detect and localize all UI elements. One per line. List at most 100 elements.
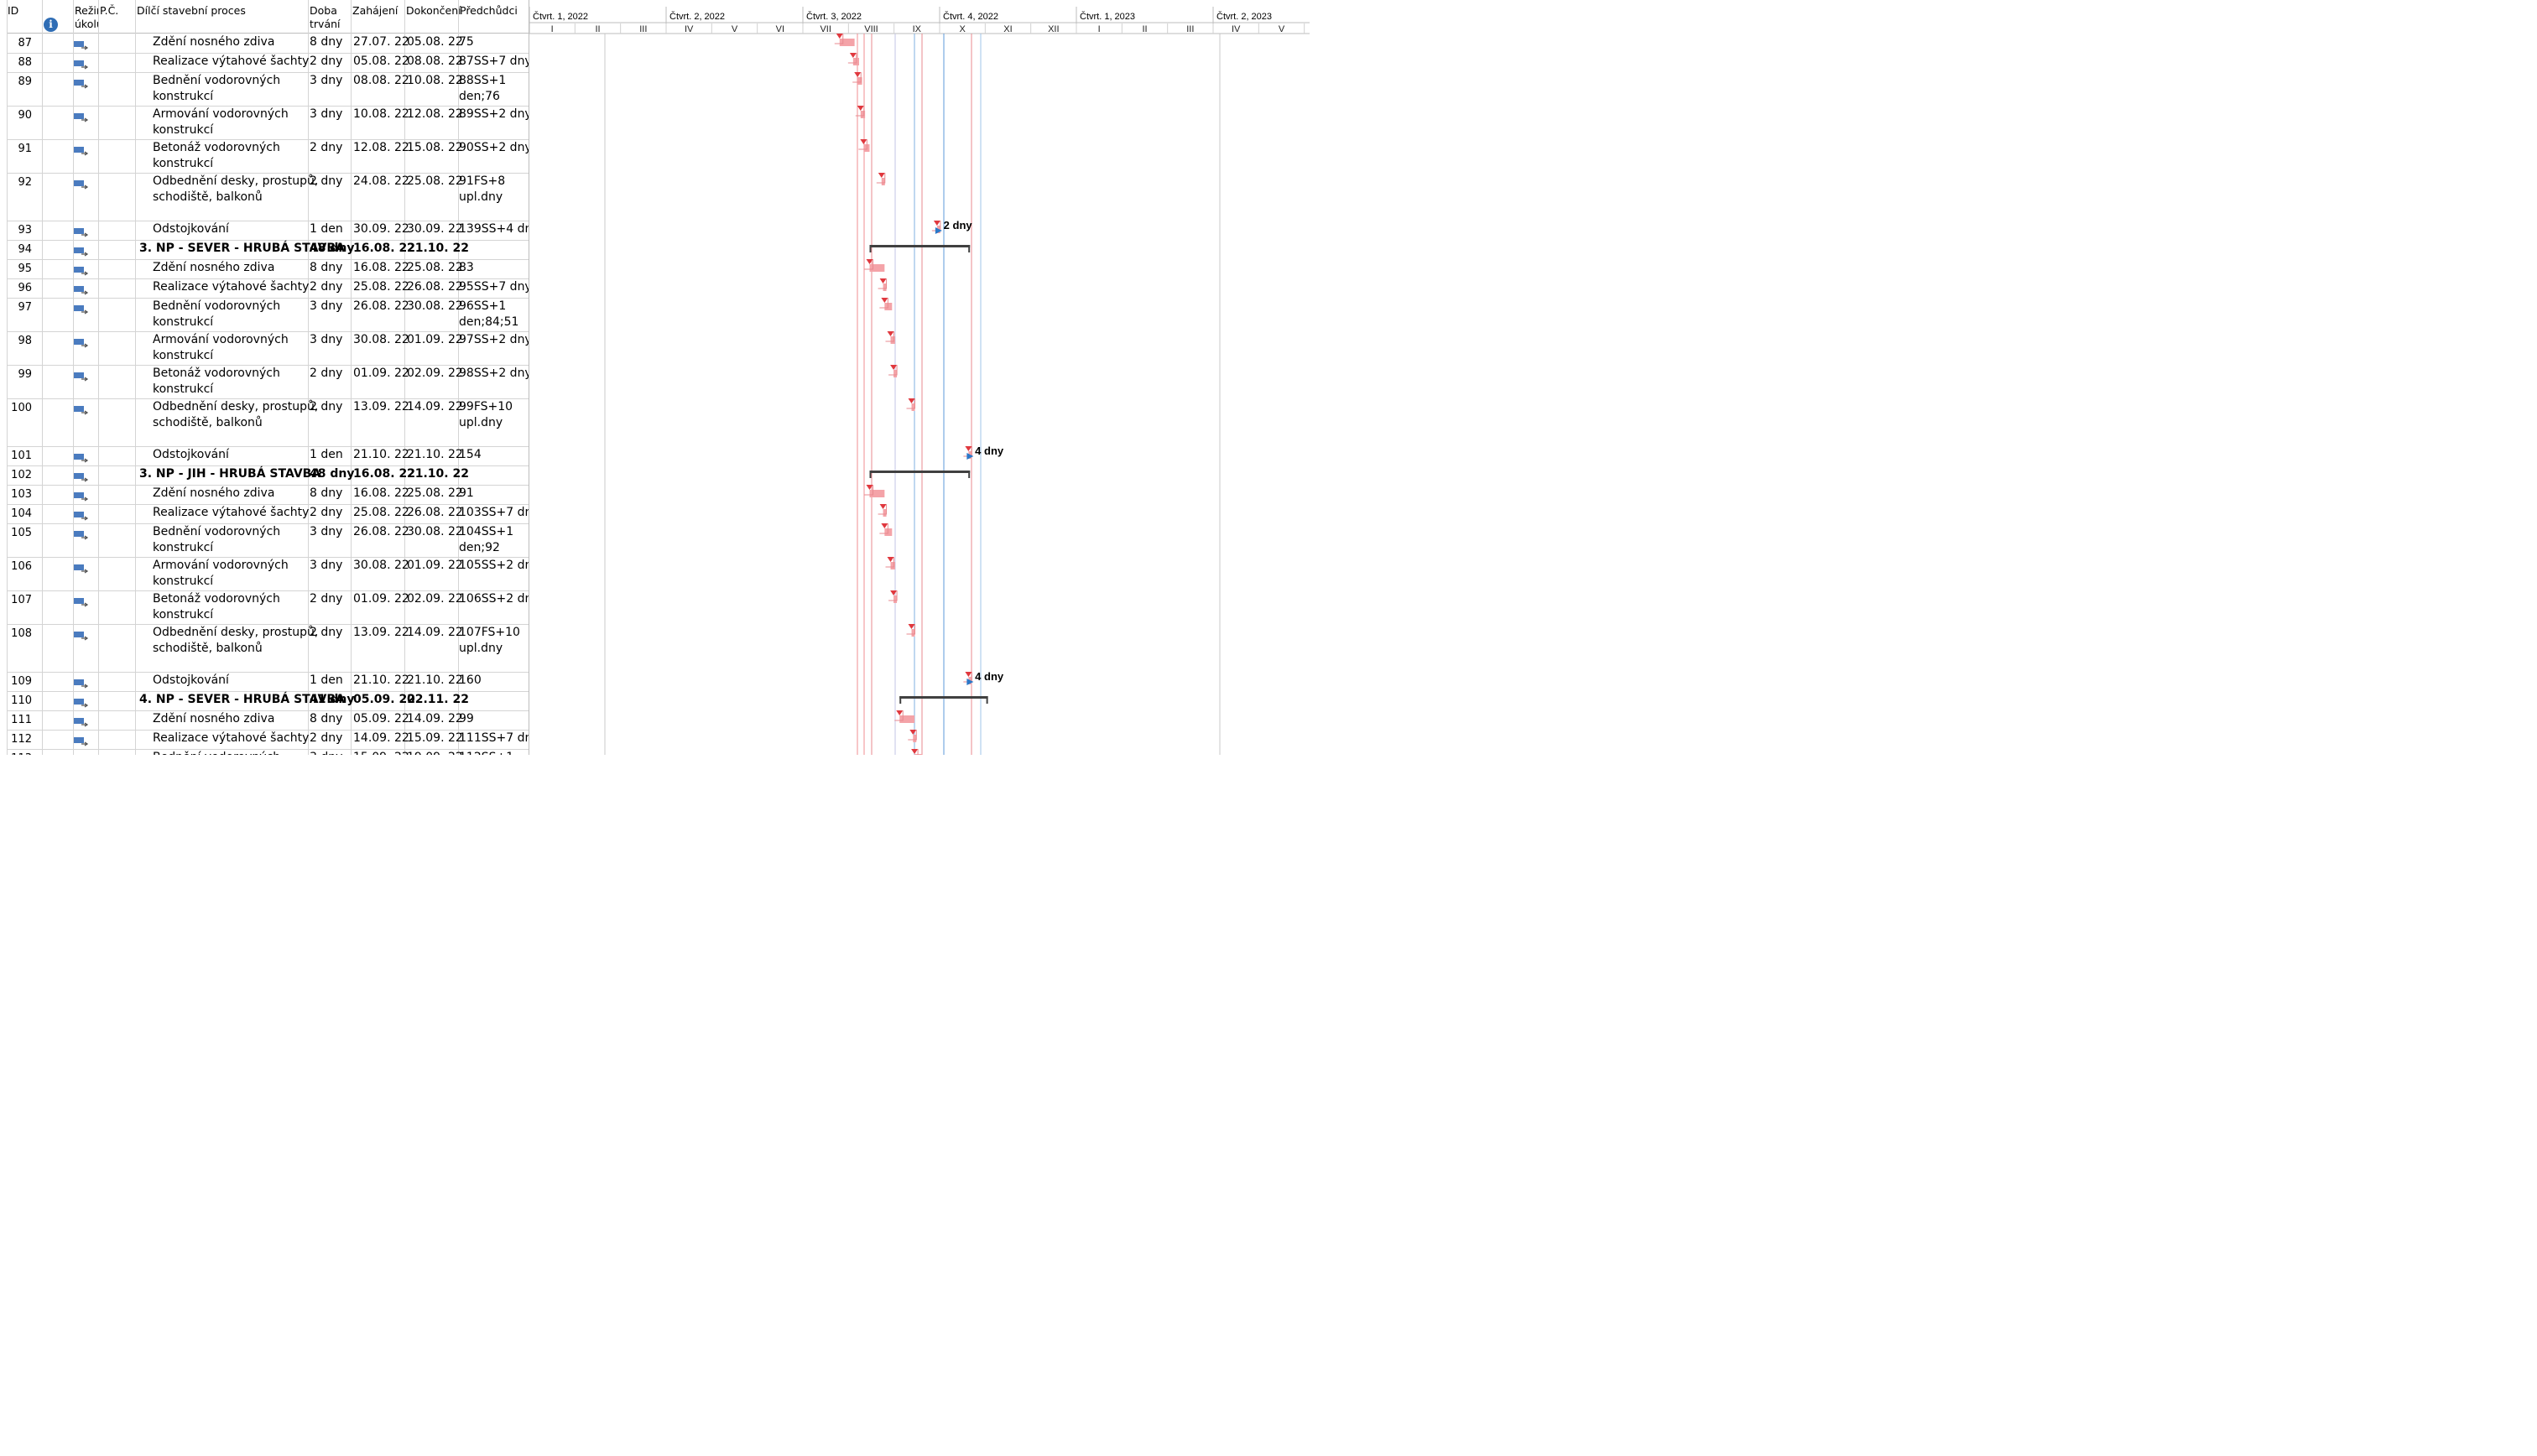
task-name[interactable]: Zdění nosného zdiva <box>153 486 274 502</box>
task-duration[interactable]: 8 dny <box>310 486 343 500</box>
task-finish[interactable]: 08.08. 22 <box>407 55 463 68</box>
task-start[interactable]: 30.08. 22 <box>353 333 409 346</box>
task-duration[interactable]: 2 dny <box>310 174 343 188</box>
task-start[interactable]: 14.09. 22 <box>353 731 409 745</box>
task-finish[interactable]: 21.10. 22 <box>407 467 469 481</box>
task-predecessors[interactable]: 154 <box>459 447 482 463</box>
task-duration[interactable]: 3 dny <box>310 333 343 346</box>
task-name[interactable]: Bednění vodorovných konstrukcí <box>153 524 280 556</box>
task-name[interactable]: Odstojkování <box>153 447 229 463</box>
task-start[interactable]: 13.09. 22 <box>353 626 409 639</box>
task-duration[interactable]: 3 dny <box>310 299 343 313</box>
task-name[interactable]: Odbednění desky, prostupů, schodiště, bal… <box>153 399 318 431</box>
task-predecessors[interactable]: 107FS+10 upl.dny <box>459 625 520 657</box>
task-finish[interactable]: 02.09. 22 <box>407 367 463 380</box>
task-finish[interactable]: 01.09. 22 <box>407 333 463 346</box>
task-name[interactable]: Betonáž vodorovných konstrukcí <box>153 140 280 172</box>
task-finish[interactable]: 14.09. 22 <box>407 626 463 639</box>
task-name[interactable]: Realizace výtahové šachty <box>153 731 309 746</box>
task-predecessors[interactable]: 97SS+2 dny <box>459 332 529 348</box>
task-finish[interactable]: 12.08. 22 <box>407 107 463 121</box>
task-name[interactable]: 3. NP - JIH - HRUBÁ STAVBA <box>139 466 320 482</box>
task-predecessors[interactable]: 96SS+1 den;84;51 <box>459 299 518 330</box>
task-start[interactable]: 05.09. 22 <box>353 693 415 706</box>
task-finish[interactable]: 21.10. 22 <box>407 448 463 461</box>
col-header-finish[interactable]: Dokončení <box>406 4 461 17</box>
task-duration[interactable]: 3 dny <box>310 525 343 538</box>
task-finish[interactable]: 10.08. 22 <box>407 74 463 87</box>
task-duration[interactable]: 2 dny <box>310 592 343 606</box>
task-name[interactable]: Bednění vodorovných konstrukcí <box>153 73 280 105</box>
task-finish[interactable]: 02.09. 22 <box>407 592 463 606</box>
task-name[interactable]: Realizace výtahové šachty <box>153 279 309 295</box>
task-name[interactable]: Armování vodorovných konstrukcí <box>153 558 289 590</box>
col-header-name[interactable]: Dílčí stavební proces <box>137 4 246 17</box>
task-duration[interactable]: 8 dny <box>310 35 343 49</box>
col-header-predecessors[interactable]: Předchůdci <box>460 4 518 17</box>
task-start[interactable]: 16.08. 22 <box>353 242 415 255</box>
task-name[interactable]: Armování vodorovných konstrukcí <box>153 332 289 364</box>
task-start[interactable]: 27.07. 22 <box>353 35 409 49</box>
task-finish[interactable]: 26.08. 22 <box>407 506 463 519</box>
task-finish[interactable]: 05.08. 22 <box>407 35 463 49</box>
task-finish[interactable]: 30.08. 22 <box>407 525 463 538</box>
task-duration[interactable]: 2 dny <box>310 400 343 413</box>
task-duration[interactable]: 3 dny <box>310 74 343 87</box>
task-start[interactable]: 15.09. 22 <box>353 750 409 755</box>
task-finish[interactable]: 02.11. 22 <box>407 693 469 706</box>
task-name[interactable]: Zdění nosného zdiva <box>153 711 274 727</box>
col-header-mode[interactable]: Režimúkolu <box>75 4 98 31</box>
task-finish[interactable]: 25.08. 22 <box>407 486 463 500</box>
task-predecessors[interactable]: 89SS+2 dny <box>459 107 529 122</box>
task-finish[interactable]: 14.09. 22 <box>407 400 463 413</box>
col-header-pc[interactable]: P.Č. <box>100 4 119 17</box>
task-name[interactable]: 4. NP - SEVER - HRUBÁ STAVBA <box>139 692 345 708</box>
task-predecessors[interactable]: 90SS+2 dny <box>459 140 529 156</box>
task-predecessors[interactable]: 106SS+2 dny <box>459 591 529 607</box>
task-duration[interactable]: 3 dny <box>310 107 343 121</box>
task-duration[interactable]: 2 dny <box>310 731 343 745</box>
task-duration[interactable]: 1 den <box>310 222 343 236</box>
task-duration[interactable]: 3 dny <box>310 750 342 755</box>
task-finish[interactable]: 25.08. 22 <box>407 261 463 274</box>
task-predecessors[interactable]: 87SS+7 dny <box>459 54 529 70</box>
task-duration[interactable]: 2 dny <box>310 626 343 639</box>
task-start[interactable]: 13.09. 22 <box>353 400 409 413</box>
task-name[interactable]: Odbednění desky, prostupů, schodiště, bal… <box>153 625 318 657</box>
col-header-start[interactable]: Zahájení <box>352 4 399 17</box>
task-duration[interactable]: 3 dny <box>310 559 343 572</box>
task-start[interactable]: 01.09. 22 <box>353 592 409 606</box>
task-duration[interactable]: 2 dny <box>310 506 343 519</box>
task-start[interactable]: 30.08. 22 <box>353 559 409 572</box>
task-predecessors[interactable]: 99FS+10 upl.dny <box>459 399 513 431</box>
task-finish[interactable]: 14.09. 22 <box>407 712 463 725</box>
task-predecessors[interactable]: 98SS+2 dny <box>459 366 529 382</box>
task-duration[interactable]: 2 dny <box>310 367 343 380</box>
task-finish[interactable]: 21.10. 22 <box>407 242 469 255</box>
task-start[interactable]: 05.09. 22 <box>353 712 409 725</box>
gantt-chart[interactable]: Čtvrt. 1, 2022 Čtvrt. 2, 2022 Čtvrt. 3, 20… <box>529 0 1310 762</box>
task-finish[interactable]: 15.09. 22 <box>407 731 463 745</box>
task-name[interactable]: Betonáž vodorovných konstrukcí <box>153 591 280 623</box>
task-start[interactable]: 16.08. 22 <box>353 467 415 481</box>
task-duration[interactable]: 48 dny <box>310 242 355 255</box>
task-duration[interactable]: 1 den <box>310 448 343 461</box>
task-duration[interactable]: 2 dny <box>310 141 343 154</box>
task-predecessors[interactable]: 75 <box>459 34 474 50</box>
col-header-duration[interactable]: Doba trvání <box>310 4 341 31</box>
task-predecessors[interactable]: 88SS+1 den;76 <box>459 73 506 105</box>
task-name[interactable]: Realizace výtahové šachty <box>153 505 309 521</box>
task-predecessors[interactable]: 160 <box>459 673 482 689</box>
task-finish[interactable]: 15.08. 22 <box>407 141 463 154</box>
task-duration[interactable]: 48 dny <box>310 467 355 481</box>
task-name[interactable]: Realizace výtahové šachty <box>153 54 309 70</box>
task-start[interactable]: 25.08. 22 <box>353 506 409 519</box>
task-predecessors[interactable]: 105SS+2 dny <box>459 558 529 574</box>
task-name[interactable]: Odbednění desky, prostupů, schodiště, bal… <box>153 174 318 205</box>
task-name[interactable]: Odstojkování <box>153 221 229 237</box>
task-start[interactable]: 26.08. 22 <box>353 525 409 538</box>
task-finish[interactable]: 21.10. 22 <box>407 673 463 687</box>
task-name[interactable]: Odstojkování <box>153 673 229 689</box>
task-start[interactable]: 01.09. 22 <box>353 367 409 380</box>
task-duration[interactable]: 2 dny <box>310 280 343 294</box>
